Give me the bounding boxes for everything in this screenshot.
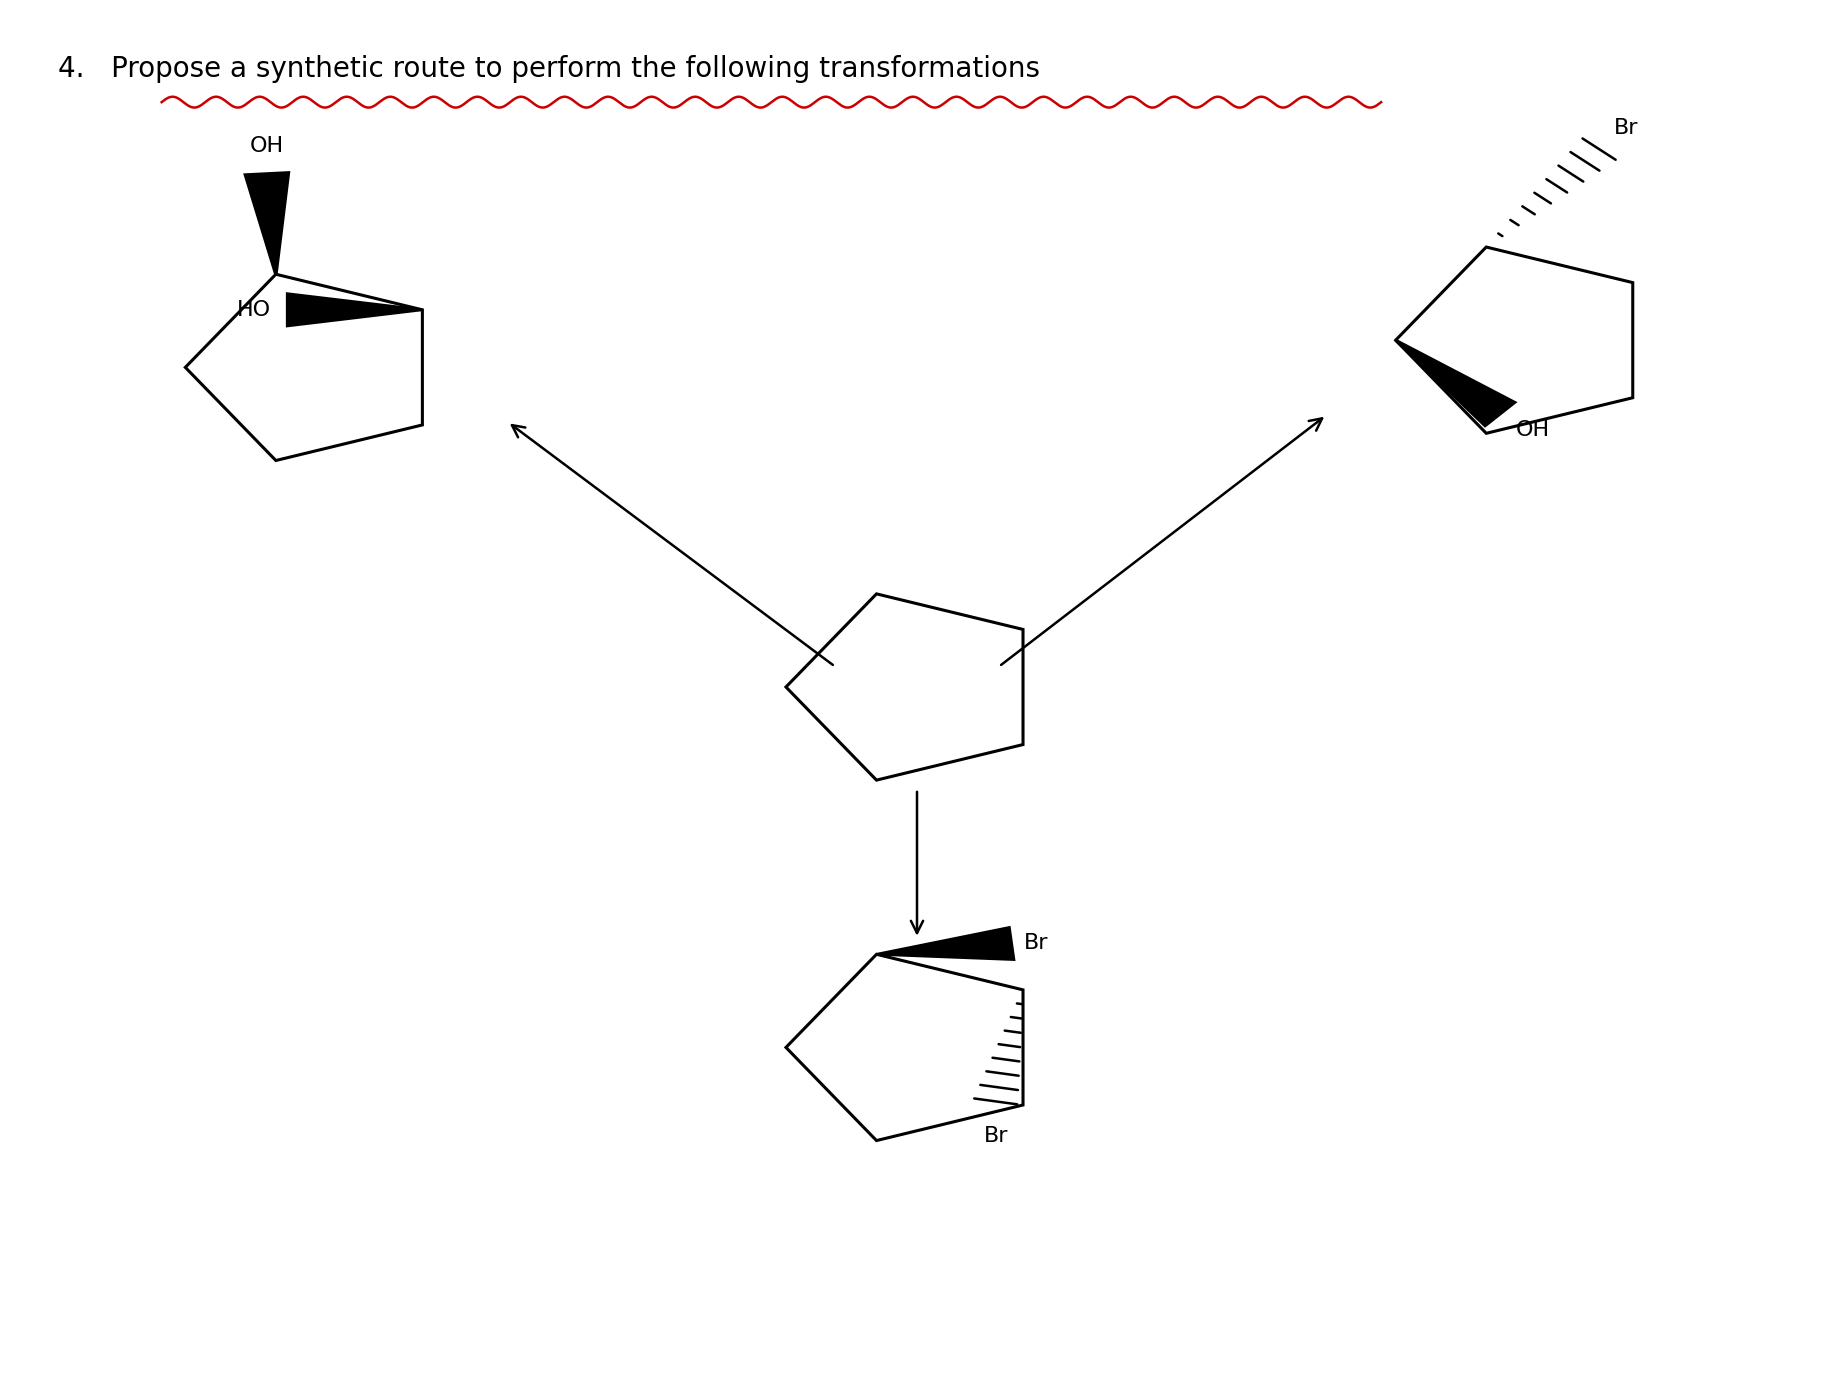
Text: OH: OH <box>1517 420 1550 441</box>
Polygon shape <box>244 170 290 275</box>
Polygon shape <box>877 926 1016 960</box>
Polygon shape <box>1394 339 1517 427</box>
Text: HO: HO <box>237 300 271 320</box>
Text: Br: Br <box>1023 933 1049 954</box>
Text: OH: OH <box>249 136 284 155</box>
Text: Br: Br <box>1614 118 1638 139</box>
Text: Br: Br <box>983 1125 1009 1146</box>
Polygon shape <box>286 293 422 327</box>
Text: 4.   Propose a synthetic route to perform the following transformations: 4. Propose a synthetic route to perform … <box>59 55 1040 82</box>
